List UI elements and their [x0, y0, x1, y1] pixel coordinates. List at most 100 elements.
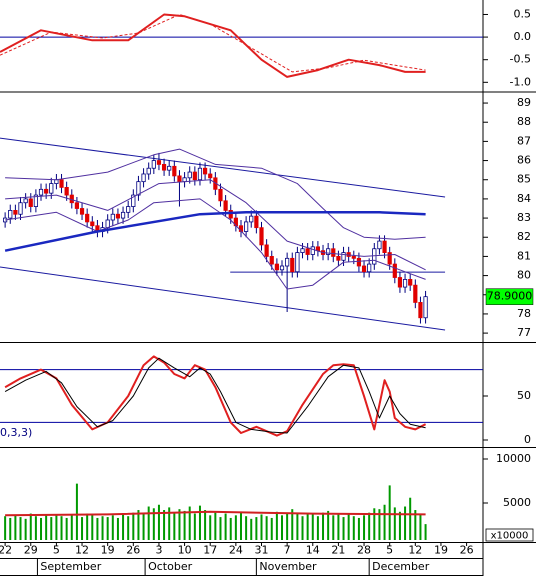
y-tick-label: 85 [517, 173, 531, 186]
y-tick-label: 83 [517, 211, 531, 224]
volume-bar [183, 510, 186, 540]
candle-body [120, 211, 126, 219]
candle-body [356, 257, 362, 267]
volume-bar [378, 509, 381, 540]
panel [0, 13, 483, 78]
volume-bar [383, 504, 386, 540]
volume-bar [55, 514, 58, 540]
candle-body [249, 215, 254, 223]
volume-bar [178, 509, 181, 540]
volume-bar [122, 513, 125, 540]
volume-bar [224, 513, 227, 540]
candle-body [59, 179, 64, 188]
volume-bar [157, 504, 160, 540]
candle-body [285, 257, 290, 267]
y-tick-label: 86 [517, 154, 531, 167]
volume-bar [127, 516, 130, 540]
volume-bar [255, 517, 258, 540]
volume-bar [404, 506, 407, 540]
volume-bar [91, 515, 94, 540]
y-tick-label: 88 [517, 115, 531, 128]
candle-body [223, 200, 228, 211]
volume-bar [152, 508, 155, 540]
candle-body [74, 202, 80, 209]
series-line [4, 211, 426, 252]
candle-body [305, 248, 310, 255]
candle-body [254, 215, 259, 229]
volume-bar [214, 512, 217, 540]
candle-body [38, 188, 44, 196]
series-line [5, 148, 426, 240]
volume-bar [60, 516, 63, 540]
unit-box [485, 528, 534, 542]
candle-body [18, 202, 23, 215]
last-price-label: 78.9000 [487, 290, 533, 303]
candle-body [274, 263, 279, 271]
candle-body [372, 248, 377, 265]
candle-body [177, 175, 182, 183]
y-tick-label: -1.0 [510, 75, 531, 88]
y-tick-label: 10000 [496, 452, 531, 465]
volume-bar [245, 516, 248, 540]
volume-bar [163, 510, 166, 540]
candle-body [259, 227, 264, 246]
candle-body [151, 160, 156, 169]
volume-bar [311, 513, 314, 540]
y-tick-label: 81 [517, 249, 531, 262]
candle-body [402, 279, 408, 288]
volume-bar [45, 515, 48, 540]
candle-body [269, 256, 274, 265]
candle-body [126, 206, 131, 213]
candle-body [79, 208, 85, 215]
candle-body [131, 194, 136, 207]
volume-bar [101, 516, 104, 540]
series-line [5, 510, 426, 517]
candle-body [90, 221, 95, 227]
x-tick-label: 19 [101, 544, 115, 557]
candle-body [192, 171, 197, 181]
candle-body [156, 160, 162, 165]
volume-bar [147, 506, 150, 540]
volume-bar [234, 515, 237, 540]
candle-body [418, 302, 423, 319]
volume-bar [19, 517, 22, 540]
series-line [0, 14, 426, 73]
x-tick-label: 28 [357, 544, 371, 557]
candle-body [326, 248, 331, 255]
candle-body [8, 210, 13, 219]
volume-bar [198, 505, 201, 540]
candle-body [264, 244, 269, 257]
x-tick-label: 5 [53, 544, 60, 557]
candle-body [310, 246, 315, 255]
y-tick-label: 0.0 [514, 30, 532, 43]
panel [0, 137, 446, 331]
volume-bar [86, 513, 89, 540]
candle-body [295, 252, 300, 273]
volume-bar [363, 515, 366, 540]
volume-bar [106, 517, 109, 540]
volume-bar [4, 516, 7, 540]
volume-bar [24, 518, 27, 540]
x-tick-label: 7 [284, 544, 291, 557]
volume-bar [332, 515, 335, 540]
month-label: November [259, 560, 317, 573]
y-tick-label: 5000 [503, 496, 531, 509]
trend-line [0, 266, 446, 331]
candle-body [197, 167, 203, 181]
candle-body [367, 263, 372, 273]
y-tick-label: 82 [517, 230, 531, 243]
volume-bar [275, 511, 278, 540]
candle-body [397, 277, 403, 288]
volume-bar [337, 513, 340, 540]
volume-bar [347, 514, 350, 540]
candle-body [33, 194, 38, 207]
volume-bar [316, 516, 319, 540]
volume-bar [29, 513, 32, 540]
candle-body [377, 240, 382, 250]
candle-body [146, 167, 151, 175]
x-tick-label: 22 [0, 544, 12, 557]
volume-bar [132, 512, 135, 540]
volume-bar [286, 513, 289, 540]
indicator-label: 0,3,3) [0, 426, 32, 439]
